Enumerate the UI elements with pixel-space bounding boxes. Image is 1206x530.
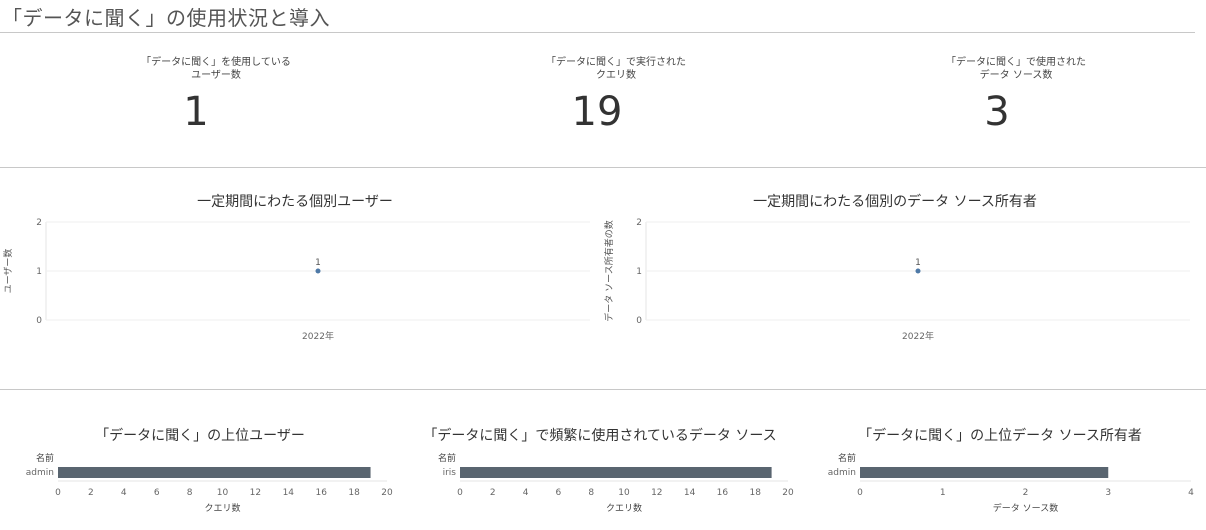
top-datasources-chart-x-tick-label: 16 [717, 488, 729, 498]
users-chart-data-label: 1 [315, 258, 321, 268]
top-users-chart-x-tick-label: 18 [348, 488, 360, 498]
kpi-divider [0, 167, 1206, 168]
top-users-chart-x-tick-label: 20 [381, 488, 393, 498]
top-datasources-chart-x-tick-label: 2 [490, 488, 496, 498]
top-datasources-chart-x-tick-label: 0 [457, 488, 463, 498]
owners-chart-data-label: 1 [915, 258, 921, 268]
kpi-queries-label-line1: 「データに聞く」で実行された [546, 57, 686, 68]
chart-top-owners-title: 「データに聞く」の上位データ ソース所有者 [858, 428, 1142, 444]
page-title: 「データに聞く」の使用状況と導入 [2, 6, 330, 30]
top-users-chart-row-header: 名前 [36, 452, 54, 464]
top-datasources-chart-x-tick-label: 6 [556, 488, 562, 498]
top-datasources-chart-x-axis-label: クエリ数 [606, 502, 642, 514]
top-owners-chart-bar [860, 467, 1109, 478]
top-users-chart-x-tick-label: 12 [250, 488, 261, 498]
top-datasources-chart-x-tick-label: 12 [651, 488, 662, 498]
top-owners-chart-x-tick-label: 1 [940, 488, 946, 498]
top-users-chart-x-tick-label: 2 [88, 488, 94, 498]
owners-chart-y-tick-label: 2 [636, 218, 642, 228]
top-datasources-chart-x-tick-label: 4 [523, 488, 529, 498]
top-datasources-chart-bar [460, 467, 772, 478]
kpi-queries-label: 「データに聞く」で実行された クエリ数 [496, 56, 736, 82]
chart-owners-title: 一定期間にわたる個別のデータ ソース所有者 [753, 194, 1037, 210]
users-chart-y-tick-label: 0 [36, 316, 42, 326]
kpi-datasources-label-line2: データ ソース数 [979, 70, 1053, 81]
kpi-users-label-line1: 「データに聞く」を使用している [141, 57, 291, 68]
top-users-chart-x-tick-label: 0 [55, 488, 61, 498]
top-owners-chart-x-axis-label: データ ソース数 [993, 502, 1058, 514]
kpi-queries-value: 19 [571, 89, 623, 135]
top-owners-chart-x-tick-label: 2 [1023, 488, 1029, 498]
top-users-chart-x-tick-label: 6 [154, 488, 160, 498]
kpi-datasources-label-line1: 「データに聞く」で使用された [946, 57, 1086, 68]
top-users-chart-bar [58, 467, 371, 478]
chart-users-title: 一定期間にわたる個別ユーザー [197, 194, 393, 210]
top-users-chart-category-label: admin [26, 468, 54, 478]
users-chart-data-point [315, 268, 321, 274]
kpi-queries-label-line2: クエリ数 [596, 70, 636, 81]
top-users-chart-x-axis-label: クエリ数 [204, 502, 240, 514]
top-owners-chart-row-header: 名前 [838, 452, 856, 464]
owners-chart-y-tick-label: 1 [636, 267, 642, 277]
top-owners-chart-x-tick-label: 3 [1105, 488, 1111, 498]
users-chart-x-tick-label: 2022年 [302, 330, 334, 342]
users-chart-y-axis-label: ユーザー数 [2, 249, 14, 294]
chart-top-datasources-title: 「データに聞く」で頻繁に使用されているデータ ソース [423, 428, 777, 444]
top-users-chart-x-tick-label: 10 [217, 488, 229, 498]
top-users-chart-x-tick-label: 16 [315, 488, 327, 498]
top-datasources-chart-category-label: iris [443, 468, 457, 478]
top-users-chart-x-tick-label: 4 [121, 488, 127, 498]
title-divider [0, 32, 1195, 33]
top-datasources-chart-x-tick-label: 18 [749, 488, 761, 498]
top-datasources-chart-x-tick-label: 14 [684, 488, 696, 498]
owners-chart-data-point [915, 268, 921, 274]
top-users-chart-x-tick-label: 14 [283, 488, 295, 498]
charts-divider [0, 389, 1206, 390]
top-owners-chart-x-tick-label: 0 [857, 488, 863, 498]
top-datasources-chart-row-header: 名前 [438, 452, 456, 464]
top-datasources-chart-x-tick-label: 10 [618, 488, 630, 498]
owners-chart-y-tick-label: 0 [636, 316, 642, 326]
top-users-chart-x-tick-label: 8 [187, 488, 193, 498]
chart-owners-over-time: 0 1 2 データ ソース所有者の数 1 2022年 [603, 218, 1190, 342]
chart-users-over-time: 0 1 2 ユーザー数 1 2022年 [2, 218, 590, 342]
users-chart-y-tick-label: 2 [36, 218, 42, 228]
kpi-users-label: 「データに聞く」を使用している ユーザー数 [96, 56, 336, 82]
kpi-users-label-line2: ユーザー数 [191, 70, 241, 81]
top-owners-chart-x-tick-label: 4 [1188, 488, 1194, 498]
chart-top-users-title: 「データに聞く」の上位ユーザー [95, 428, 305, 444]
kpi-datasources-value: 3 [984, 89, 1010, 135]
owners-chart-y-axis-label: データ ソース所有者の数 [603, 220, 615, 321]
kpi-users-value: 1 [183, 89, 209, 135]
top-datasources-chart-x-tick-label: 20 [782, 488, 794, 498]
top-datasources-chart-x-tick-label: 8 [588, 488, 594, 498]
top-owners-chart-category-label: admin [828, 468, 856, 478]
owners-chart-x-tick-label: 2022年 [902, 330, 934, 342]
users-chart-y-tick-label: 1 [36, 267, 42, 277]
kpi-datasources-label: 「データに聞く」で使用された データ ソース数 [896, 56, 1136, 82]
